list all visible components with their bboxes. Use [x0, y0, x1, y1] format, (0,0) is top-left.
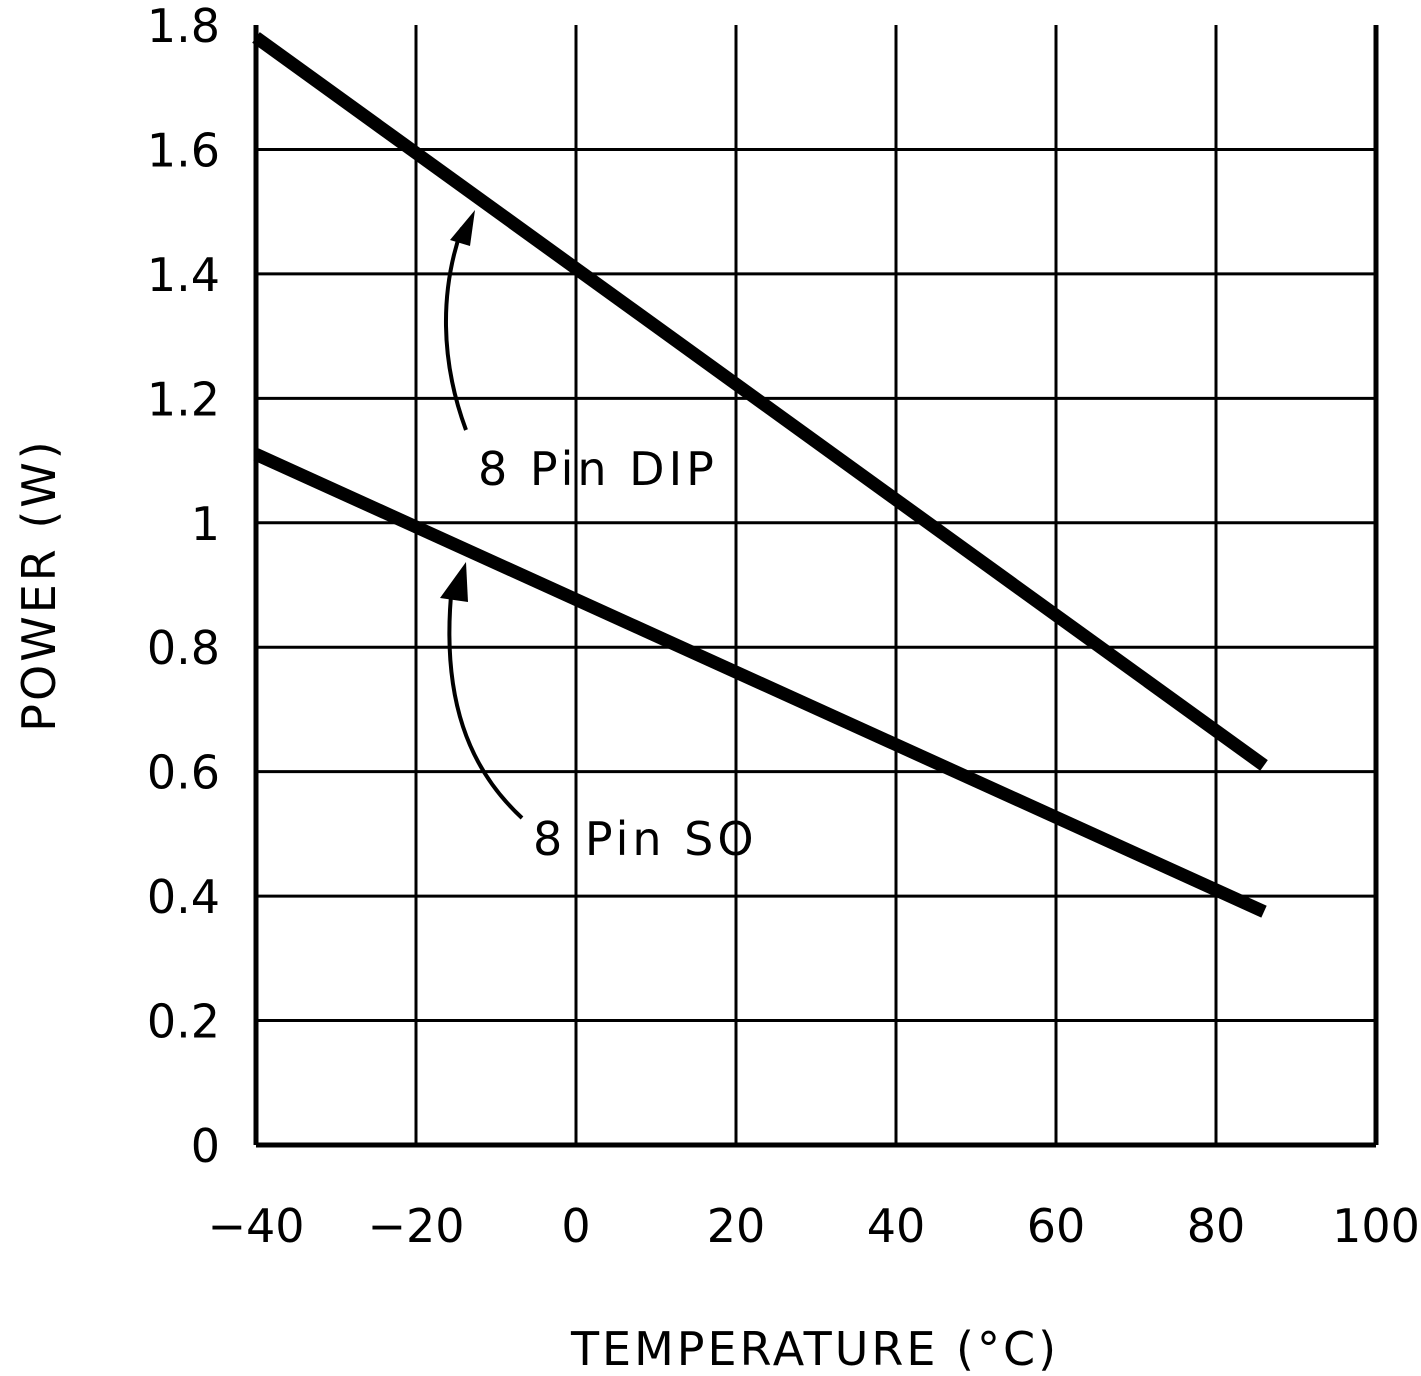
arrowhead-so-icon [440, 562, 468, 602]
y-tick-label: 0 [191, 1119, 220, 1173]
x-tick-label: 80 [1187, 1199, 1246, 1253]
y-tick-label: 0.2 [147, 995, 220, 1049]
y-tick-label: 1.4 [147, 248, 220, 302]
y-tick-label: 1.8 [147, 0, 220, 53]
y-tick-label: 0.8 [147, 621, 220, 675]
y-axis-label: POWER (W) [12, 438, 66, 731]
grid [253, 25, 1379, 1148]
x-tick-label: 40 [867, 1199, 926, 1253]
x-tick-label: 20 [707, 1199, 766, 1253]
x-tick-label: −40 [207, 1199, 304, 1253]
y-tick-label: 1 [191, 497, 220, 551]
y-tick-label: 1.2 [147, 372, 220, 426]
annotation-so: 8 Pin SO [533, 812, 758, 866]
tick-labels: −40 −20 0 20 40 60 80 100 0 0.2 0.4 0.6 0.8 1 1.2 1.4 1.… [147, 0, 1420, 1253]
series [252, 32, 1268, 918]
arrow-dip [443, 227, 468, 431]
x-tick-label: 0 [561, 1199, 590, 1253]
y-tick-label: 1.6 [147, 123, 220, 177]
y-tick-label: 0.6 [147, 746, 220, 800]
arrow-so [447, 584, 524, 820]
x-tick-label: −20 [367, 1199, 464, 1253]
x-tick-label: 60 [1027, 1199, 1086, 1253]
x-tick-label: 100 [1332, 1199, 1420, 1253]
annotation-dip: 8 Pin DIP [478, 442, 718, 496]
series-line-dip [252, 32, 1268, 771]
arrowhead-dip-icon [450, 210, 475, 246]
x-axis-label: TEMPERATURE (°C) [570, 1322, 1059, 1376]
series-line-so [253, 448, 1267, 918]
y-tick-label: 0.4 [147, 870, 220, 924]
